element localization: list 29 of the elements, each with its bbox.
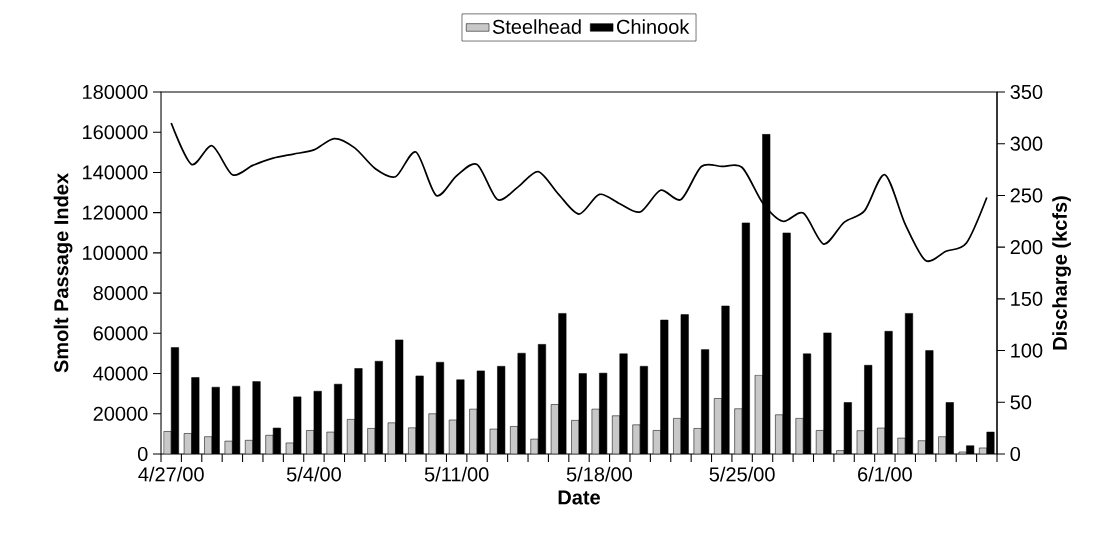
y-tick-label: 60000 — [93, 326, 148, 341]
y2-tick-label: 150 — [1011, 291, 1043, 306]
x-tick-label: 5/25/00 — [709, 466, 775, 482]
x-tick-label: 6/1/00 — [858, 466, 912, 482]
x-tick-label: 4/27/00 — [138, 466, 204, 482]
y2-axis-title: Discharge (kcfs) — [1052, 196, 1071, 350]
x-axis-title: Date — [558, 490, 600, 505]
y-axis-title: Smolt Passage Index — [53, 173, 73, 373]
legend-label: Steelhead — [492, 19, 581, 34]
x-tick-label: 5/18/00 — [566, 466, 632, 482]
legend-label: Chinook — [617, 19, 690, 34]
y2-tick-label: 100 — [1011, 343, 1043, 358]
y-tick-label: 140000 — [83, 165, 148, 180]
y-tick-label: 20000 — [93, 406, 148, 421]
y2-tick-label: 0 — [1010, 446, 1021, 462]
y2-tick-label: 250 — [1010, 188, 1043, 203]
y2-tick-label: 300 — [1010, 136, 1043, 151]
y-tick-label: 180000 — [83, 84, 148, 100]
x-tick-label: 5/11/00 — [424, 466, 489, 482]
y-tick-label: 120000 — [83, 205, 148, 220]
x-tick-label: 5/4/00 — [286, 466, 341, 482]
y-tick-label: 80000 — [93, 286, 148, 301]
y-tick-label: 100000 — [83, 245, 148, 260]
y2-tick-label: 350 — [1010, 84, 1043, 100]
y2-tick-label: 200 — [1010, 240, 1043, 255]
y-tick-label: 160000 — [83, 125, 148, 140]
y-tick-label: 40000 — [93, 366, 148, 381]
y-tick-label: 0 — [137, 446, 148, 462]
y2-tick-label: 50 — [1010, 395, 1032, 410]
